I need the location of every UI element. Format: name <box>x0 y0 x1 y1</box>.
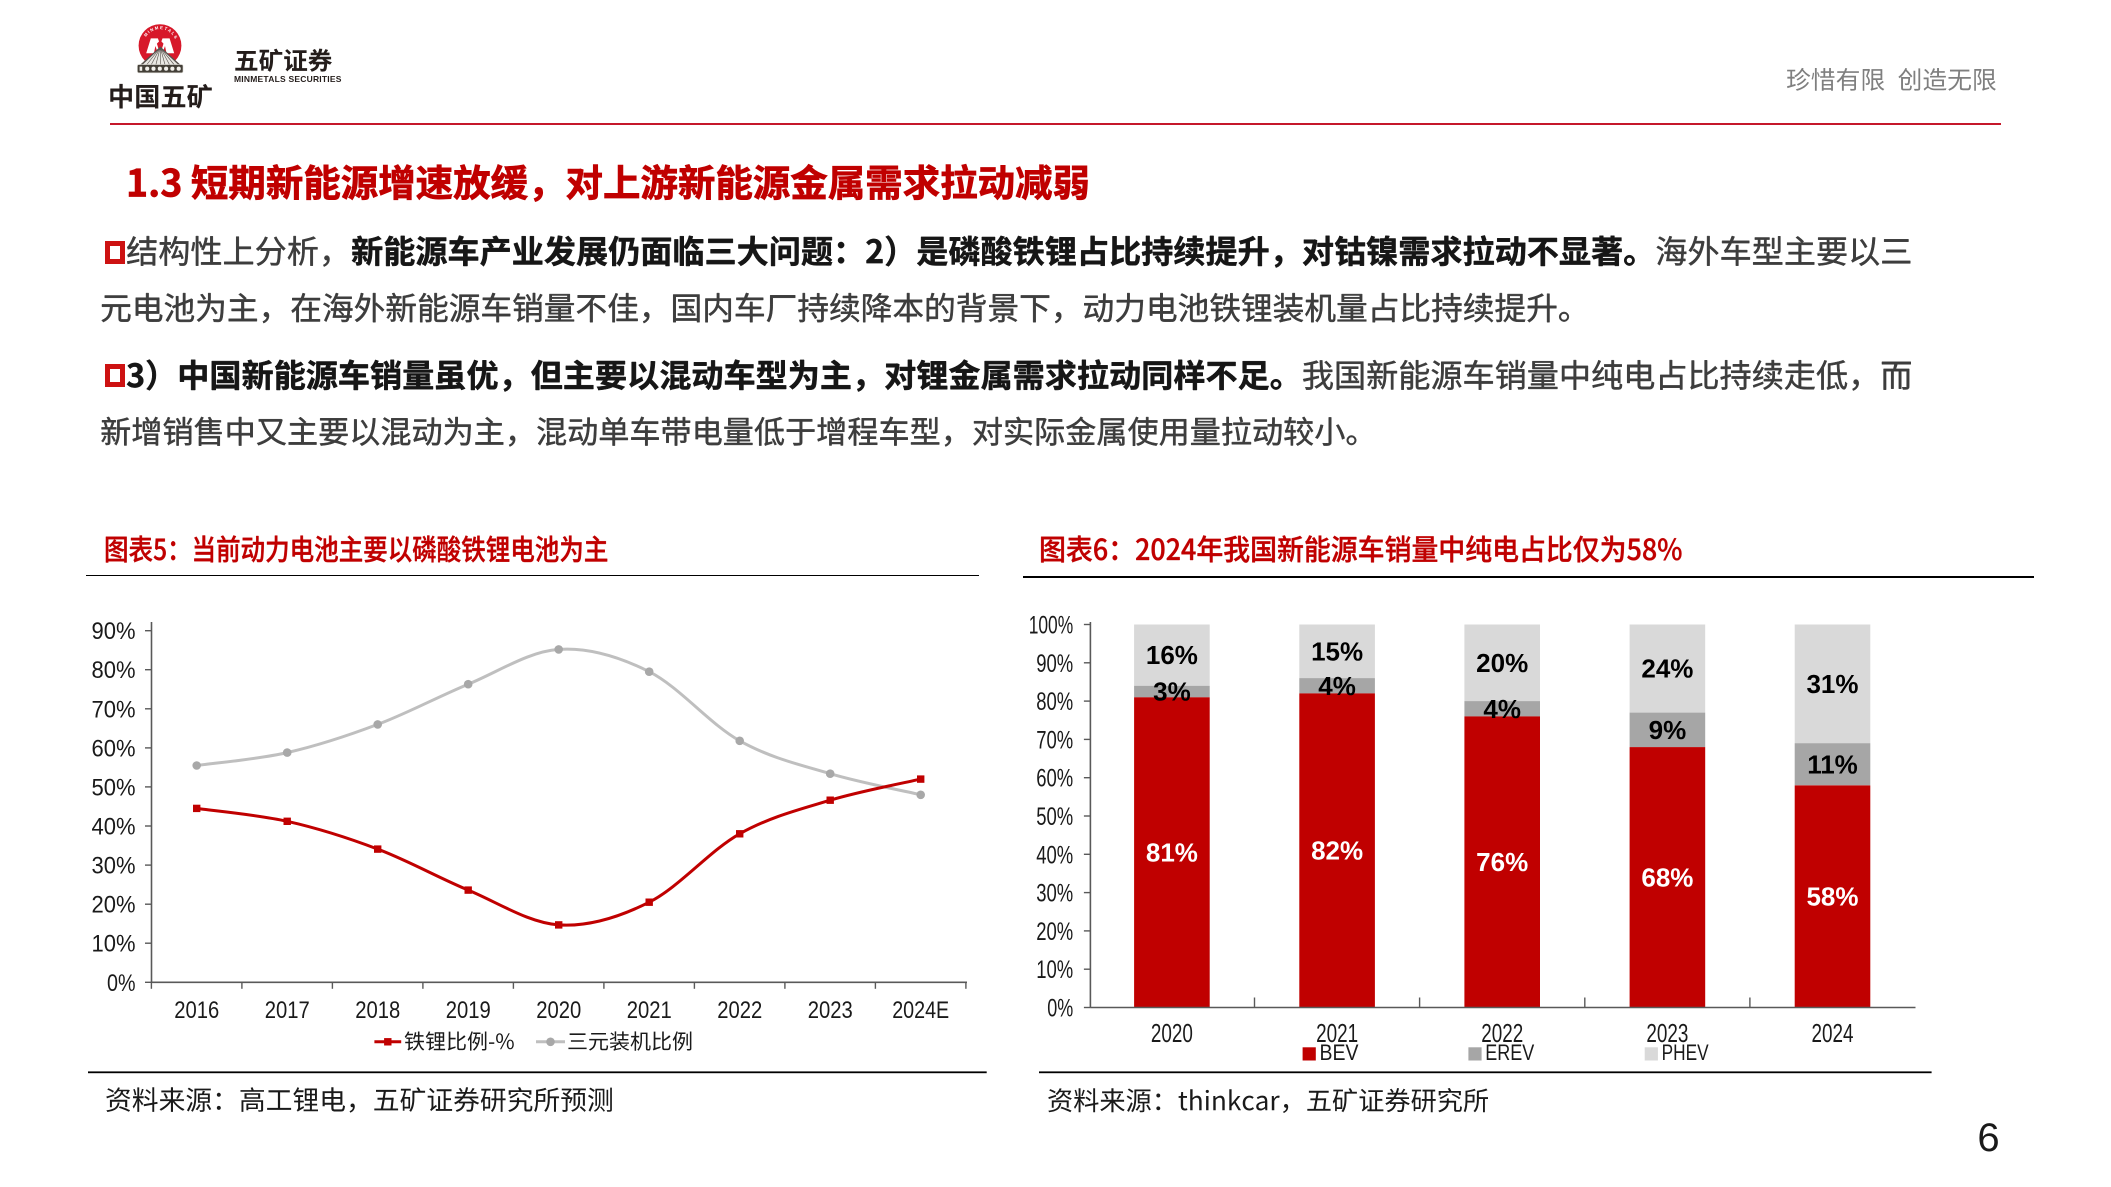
svg-text:30%: 30% <box>1036 880 1073 908</box>
svg-text:2024: 2024 <box>1812 1018 1854 1048</box>
svg-text:68%: 68% <box>1641 862 1693 892</box>
svg-text:90%: 90% <box>92 618 136 645</box>
svg-text:BEV: BEV <box>1320 1040 1359 1065</box>
svg-text:PHEV: PHEV <box>1662 1040 1709 1065</box>
svg-text:80%: 80% <box>1036 688 1073 716</box>
svg-text:2020: 2020 <box>1151 1018 1193 1048</box>
svg-text:9%: 9% <box>1649 715 1687 745</box>
svg-text:11%: 11% <box>1807 749 1858 779</box>
svg-text:50%: 50% <box>1036 803 1073 831</box>
svg-text:2019: 2019 <box>446 997 491 1024</box>
svg-text:2016: 2016 <box>174 997 219 1024</box>
svg-text:0%: 0% <box>1047 995 1073 1023</box>
svg-text:2018: 2018 <box>355 997 400 1024</box>
svg-text:0%: 0% <box>107 970 136 997</box>
svg-text:2023: 2023 <box>808 997 853 1024</box>
svg-text:10%: 10% <box>1036 956 1073 984</box>
svg-text:4%: 4% <box>1483 694 1521 724</box>
svg-text:70%: 70% <box>92 696 136 723</box>
svg-text:15%: 15% <box>1311 636 1363 666</box>
svg-text:20%: 20% <box>1036 918 1073 946</box>
svg-text:20%: 20% <box>92 892 136 919</box>
svg-text:3%: 3% <box>1153 677 1191 707</box>
svg-text:60%: 60% <box>1036 765 1073 793</box>
svg-text:100%: 100% <box>1029 612 1074 640</box>
svg-text:40%: 40% <box>92 814 136 841</box>
svg-text:2021: 2021 <box>1316 1018 1358 1048</box>
svg-text:2022: 2022 <box>1481 1018 1523 1048</box>
svg-text:58%: 58% <box>1806 881 1858 911</box>
svg-text:24%: 24% <box>1641 654 1693 684</box>
svg-text:82%: 82% <box>1311 836 1363 866</box>
svg-text:60%: 60% <box>92 735 136 762</box>
svg-text:80%: 80% <box>92 657 136 684</box>
svg-text:2021: 2021 <box>627 997 672 1024</box>
svg-text:2020: 2020 <box>536 997 581 1024</box>
svg-text:2024E: 2024E <box>892 997 949 1024</box>
svg-text:20%: 20% <box>1476 648 1528 678</box>
svg-text:2017: 2017 <box>265 997 310 1024</box>
svg-text:16%: 16% <box>1146 640 1198 670</box>
svg-text:50%: 50% <box>92 774 136 801</box>
svg-text:2023: 2023 <box>1646 1018 1688 1048</box>
svg-text:70%: 70% <box>1036 726 1073 754</box>
svg-text:40%: 40% <box>1036 841 1073 869</box>
svg-text:EREV: EREV <box>1485 1040 1534 1065</box>
svg-text:4%: 4% <box>1318 671 1356 701</box>
svg-text:90%: 90% <box>1036 650 1073 678</box>
svg-text:31%: 31% <box>1806 669 1858 699</box>
svg-text:81%: 81% <box>1146 837 1198 867</box>
svg-text:2022: 2022 <box>717 997 762 1024</box>
svg-text:30%: 30% <box>92 853 136 880</box>
svg-text:76%: 76% <box>1476 847 1528 877</box>
svg-text:10%: 10% <box>92 931 136 958</box>
